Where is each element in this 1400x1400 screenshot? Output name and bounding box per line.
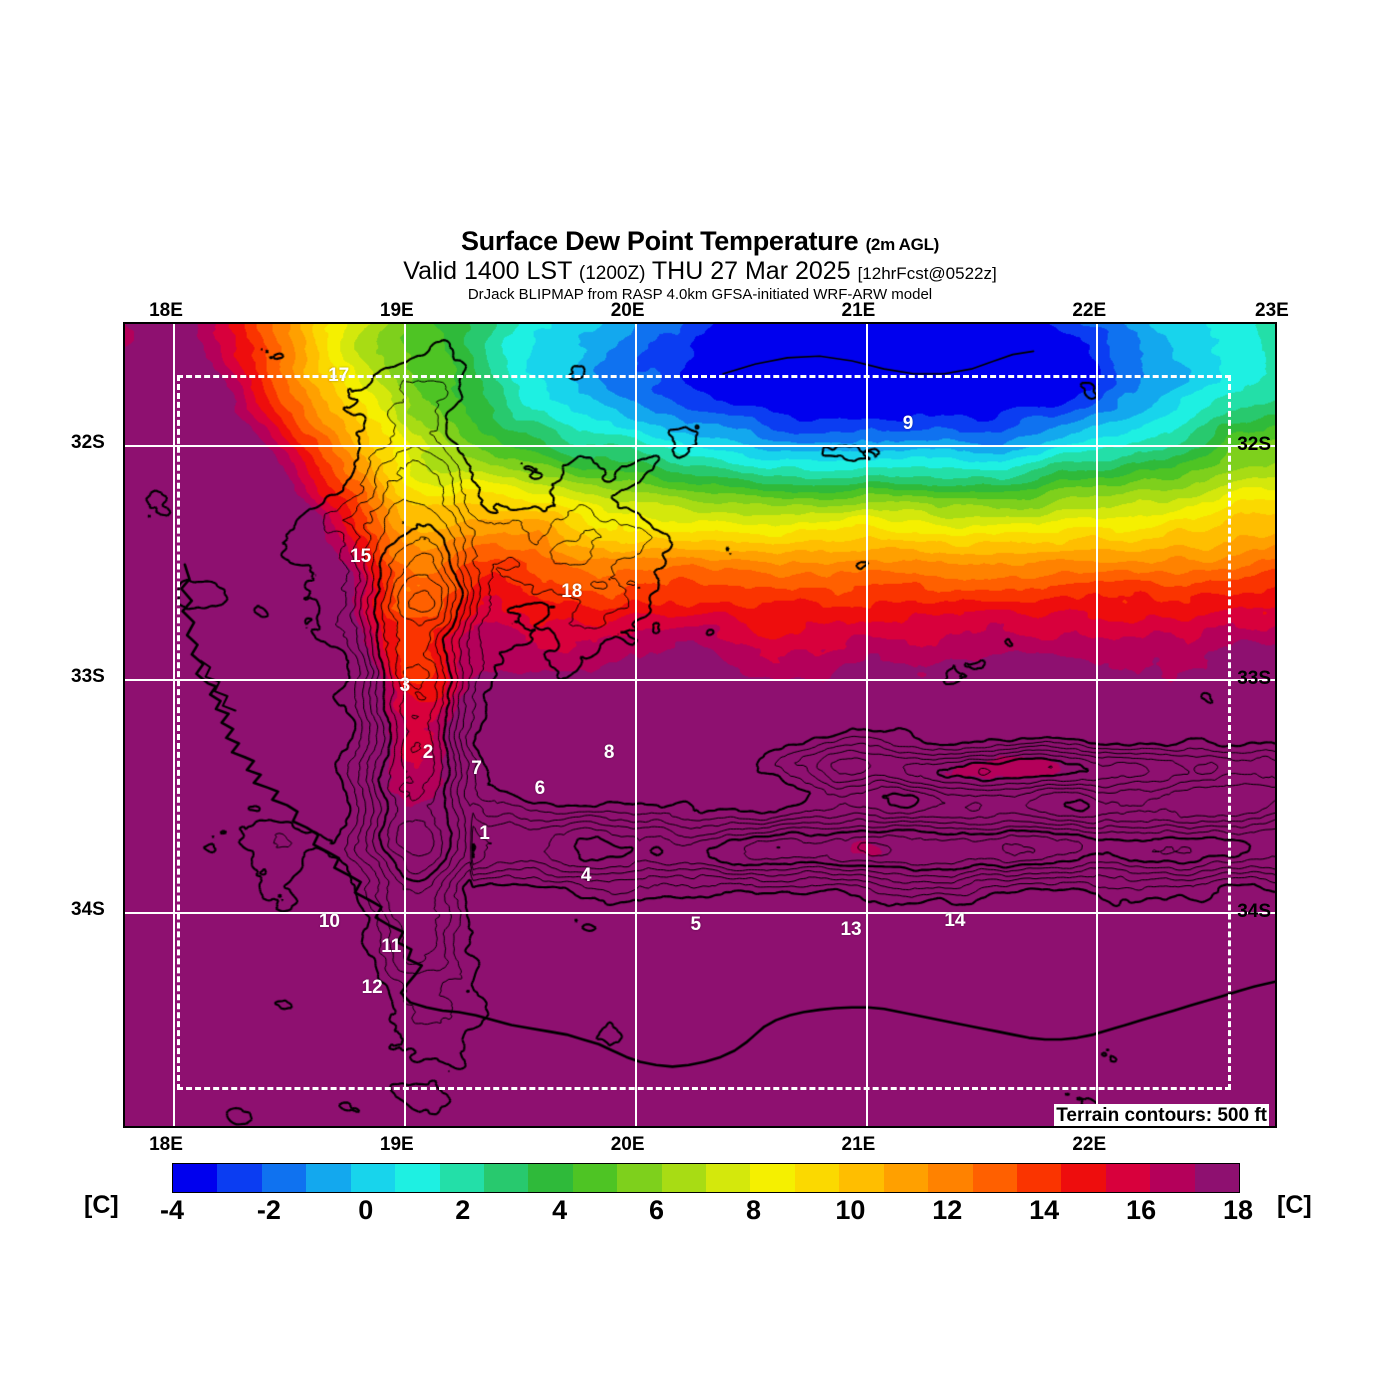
- colorbar-swatch-14: [794, 1164, 840, 1192]
- station-label-1[interactable]: 1: [479, 822, 490, 844]
- colorbar-swatch-20: [1061, 1164, 1106, 1192]
- station-label-17[interactable]: 17: [328, 364, 350, 386]
- latitude-label-right-33S: 33S: [1237, 667, 1271, 689]
- colorbar-tick-0: 0: [358, 1195, 374, 1225]
- colorbar-swatch-16: [883, 1164, 929, 1192]
- colorbar-tick-10: 10: [835, 1195, 866, 1225]
- colorbar-swatch-6: [439, 1164, 484, 1192]
- station-label-6[interactable]: 6: [534, 778, 546, 800]
- colorbar-swatch-15: [839, 1164, 884, 1192]
- colorbar-swatch-5: [395, 1164, 440, 1192]
- title-level-suffix: (2m AGL): [865, 235, 940, 254]
- longitude-label-bottom-18E: 18E: [149, 1134, 183, 1155]
- station-label-2[interactable]: 2: [422, 742, 434, 764]
- colorbar-legend: [C] [C] -4 -2 0 2 4 6 8 10 12 14 16 18: [0, 1155, 1400, 1230]
- valid-time-z: (1200Z): [578, 263, 646, 284]
- colorbar-swatches[interactable]: [172, 1163, 1240, 1193]
- colorbar-swatch-3: [306, 1164, 351, 1192]
- graticule-parallel-33S: [125, 678, 1275, 681]
- colorbar-swatch-8: [528, 1164, 573, 1192]
- station-label-18[interactable]: 18: [561, 580, 583, 602]
- colorbar-swatch-7: [483, 1164, 529, 1192]
- station-label-3[interactable]: 3: [399, 675, 411, 697]
- station-label-15[interactable]: 15: [350, 546, 372, 568]
- colorbar-tick--2: -2: [256, 1195, 281, 1225]
- colorbar-tick-12: 12: [932, 1195, 963, 1225]
- longitude-label-top-21E: 21E: [841, 300, 876, 321]
- colorbar-tick--4: -4: [159, 1195, 185, 1225]
- colorbar-swatch-1: [217, 1164, 262, 1192]
- colorbar-swatch-4: [350, 1164, 396, 1192]
- graticule-meridian-19E: [403, 324, 406, 1126]
- colorbar-swatch-13: [750, 1164, 795, 1192]
- colorbar-swatch-23: [1194, 1164, 1240, 1192]
- longitude-label-top-23E: 23E: [1255, 300, 1289, 321]
- valid-time: Valid 1400 LST: [403, 257, 572, 285]
- graticule-parallel-34S: [125, 911, 1275, 914]
- colorbar-swatch-17: [928, 1164, 973, 1192]
- station-label-10[interactable]: 10: [318, 910, 340, 932]
- latitude-label-right-32S: 32S: [1237, 433, 1271, 455]
- longitude-label-top-22E: 22E: [1072, 300, 1107, 321]
- longitude-label-bottom-19E: 19E: [379, 1134, 414, 1155]
- colorbar-swatch-18: [972, 1164, 1018, 1192]
- colorbar-tick-16: 16: [1126, 1195, 1157, 1225]
- longitude-label-bottom-20E: 20E: [610, 1134, 645, 1155]
- longitude-label-top-19E: 19E: [379, 300, 414, 321]
- station-label-14[interactable]: 14: [944, 909, 966, 931]
- colorbar-swatch-12: [706, 1164, 751, 1192]
- colorbar-swatch-11: [661, 1164, 707, 1192]
- graticule-parallel-32S: [125, 444, 1275, 447]
- forecast-hour: [12hrFcst@0522z]: [857, 264, 997, 283]
- map-panel[interactable]: 1 2 3 4 5 6 7 8 9 10 11 12 13 14 15 17 18 32S 33S 34S Terr…: [123, 322, 1277, 1128]
- colorbar-swatch-19: [1017, 1164, 1062, 1192]
- colorbar-tick-6: 6: [649, 1195, 665, 1225]
- colorbar-swatch-10: [617, 1164, 662, 1192]
- colorbar-swatch-0: [173, 1164, 218, 1192]
- graticule-meridian-18E: [173, 324, 176, 1126]
- graticule-meridian-20E: [634, 324, 637, 1126]
- station-label-4[interactable]: 4: [580, 864, 592, 886]
- colorbar-swatch-21: [1105, 1164, 1151, 1192]
- station-label-11[interactable]: 11: [381, 936, 402, 958]
- colorbar-tick-4: 4: [552, 1195, 568, 1225]
- station-label-12[interactable]: 12: [361, 977, 383, 999]
- station-label-8[interactable]: 8: [603, 742, 615, 764]
- colorbar-tick-2: 2: [455, 1195, 471, 1225]
- latitude-label-left-32S: 32S: [71, 431, 105, 453]
- valid-date: THU 27 Mar 2025: [651, 257, 851, 285]
- title-main-text: Surface Dew Point Temperature: [460, 226, 859, 256]
- station-label-7[interactable]: 7: [471, 758, 482, 780]
- dewpoint-field-raster: [125, 324, 1275, 1126]
- latitude-label-left-33S: 33S: [71, 665, 105, 687]
- colorbar-unit-right: [C]: [1277, 1191, 1312, 1219]
- page-title: Surface Dew Point Temperature (2m AGL): [0, 228, 1400, 255]
- terrain-contour-note: Terrain contours: 500 ft: [1054, 1104, 1269, 1126]
- station-label-9[interactable]: 9: [902, 413, 914, 435]
- longitude-label-bottom-22E: 22E: [1072, 1134, 1107, 1155]
- longitude-label-bottom-21E: 21E: [841, 1134, 876, 1155]
- longitude-label-top-18E: 18E: [149, 300, 183, 321]
- colorbar-swatch-22: [1150, 1164, 1195, 1192]
- colorbar-unit-left: [C]: [84, 1191, 119, 1219]
- latitude-label-right-34S: 34S: [1237, 900, 1271, 922]
- title-block: Surface Dew Point Temperature (2m AGL) V…: [0, 228, 1400, 304]
- station-label-13[interactable]: 13: [840, 919, 862, 941]
- graticule-meridian-21E: [865, 324, 868, 1126]
- colorbar-tick-18: 18: [1222, 1195, 1254, 1225]
- colorbar-swatch-9: [572, 1164, 618, 1192]
- model-attribution: DrJack BLIPMAP from RASP 4.0km GFSA-init…: [467, 286, 933, 304]
- station-label-5[interactable]: 5: [690, 913, 702, 935]
- colorbar-tick-8: 8: [745, 1195, 761, 1225]
- graticule-meridian-22E: [1096, 324, 1099, 1126]
- latitude-label-left-34S: 34S: [71, 898, 105, 920]
- colorbar-tick-14: 14: [1029, 1195, 1060, 1225]
- colorbar-swatch-2: [261, 1164, 307, 1192]
- longitude-label-top-20E: 20E: [610, 300, 645, 321]
- title-valid-line: Valid 1400 LST (1200Z) THU 27 Mar 2025 […: [0, 258, 1400, 284]
